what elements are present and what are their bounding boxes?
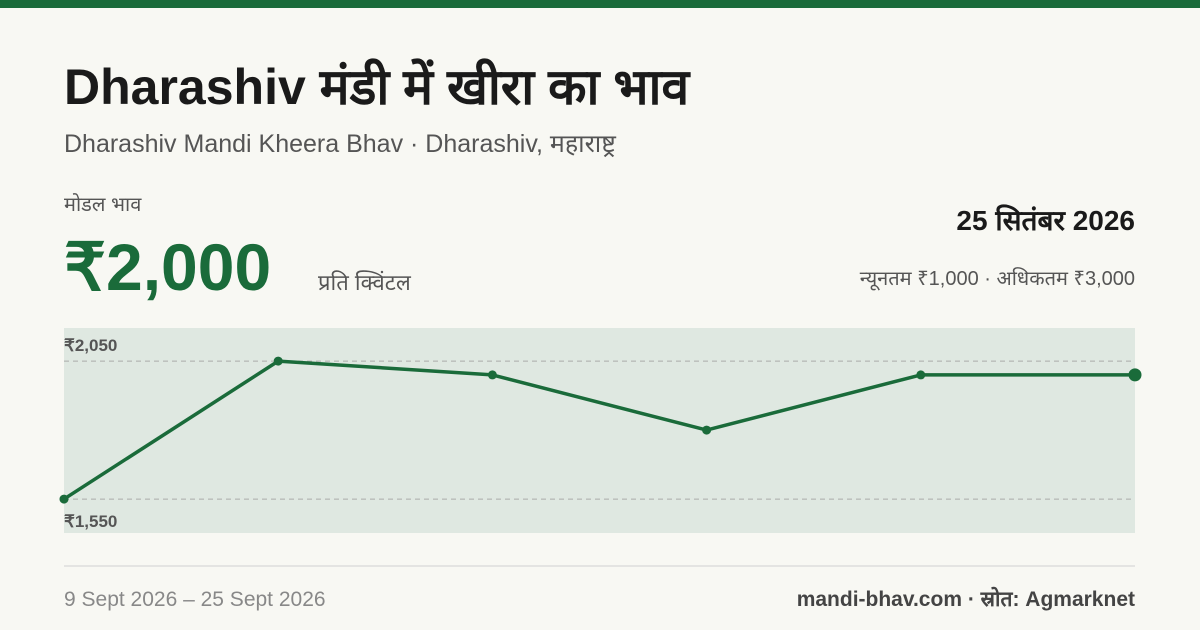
- price-unit: प्रति क्विंटल: [318, 270, 412, 295]
- point: [1128, 368, 1142, 382]
- modal-price: ₹2,000: [64, 230, 271, 304]
- chart: ₹2,050 ₹1,550: [59, 336, 1142, 531]
- price-range: न्यूनतम ₹1,000 · अधिकतम ₹3,000: [860, 267, 1135, 291]
- point: [273, 356, 283, 366]
- period: 9 Sept 2026 – 25 Sept 2026: [64, 588, 326, 611]
- point: [916, 370, 926, 380]
- point: [702, 425, 712, 435]
- y-tick-label: ₹2,050: [64, 336, 117, 355]
- price-line: [63, 359, 1135, 501]
- price-date: 25 सितंबर 2026: [956, 204, 1135, 236]
- point: [59, 494, 69, 504]
- title: Dharashiv मंडी में खीरा का भाव: [64, 58, 691, 115]
- y-tick-label: ₹1,550: [64, 512, 117, 531]
- chart-area: [64, 328, 1135, 533]
- subtitle: Dharashiv Mandi Kheera Bhav · Dharashiv,…: [64, 130, 616, 158]
- price-label: मोडल भाव: [64, 193, 142, 216]
- top-bar: [0, 0, 1200, 8]
- point: [487, 370, 497, 380]
- source: mandi-bhav.com · स्रोत: Agmarknet: [797, 586, 1135, 611]
